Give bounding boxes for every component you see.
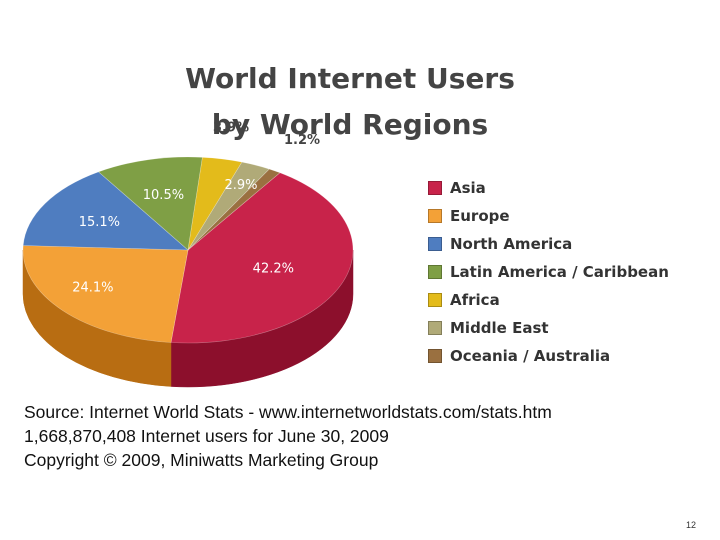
copyright-line: Copyright © 2009, Miniwatts Marketing Gr… [24, 450, 379, 470]
legend-label-oceania: Oceania / Australia [450, 347, 611, 365]
pie-slice-middle-east [187, 161, 270, 251]
legend-item-middle-east: Middle East [428, 314, 669, 342]
legend-item-oceania: Oceania / Australia [428, 342, 669, 370]
data-label-middle-east: 2.9% [224, 178, 257, 193]
legend-item-europe: Europe [428, 202, 669, 230]
data-label-oceania-australia: 1.2% [284, 133, 320, 148]
legend-label-africa: Africa [450, 291, 500, 309]
pie-labels: 42.2% 24.1% 15.1% 10.5% 3.9% 2.9% 1.2% [72, 120, 320, 295]
pie-slice-africa [187, 157, 243, 251]
legend-label-middle-east: Middle East [450, 319, 549, 337]
pie-slice-europe [22, 245, 189, 343]
legend-label-north-america: North America [450, 235, 573, 253]
legend-item-africa: Africa [428, 286, 669, 314]
source-line: Source: Internet World Stats - www.inter… [24, 402, 552, 422]
legend-swatch-africa [428, 293, 442, 307]
source-note: Source: Internet World Stats - www.inter… [24, 400, 552, 472]
legend-swatch-asia [428, 181, 442, 195]
chart-legend: Asia Europe North America Latin America … [428, 174, 669, 370]
chart-subtitle: by World Regions [211, 108, 489, 141]
pie-slice-asia [170, 172, 354, 344]
legend-label-latin-america: Latin America / Caribbean [450, 263, 669, 281]
legend-item-north-america: North America [428, 230, 669, 258]
pie-slice-north-america [22, 171, 189, 251]
legend-item-asia: Asia [428, 174, 669, 202]
data-label-latin-america-caribbean: 10.5% [143, 188, 184, 203]
page-number: 12 [685, 520, 696, 530]
data-label-north-america: 15.1% [79, 215, 120, 230]
legend-swatch-oceania [428, 349, 442, 363]
legend-item-latin-america: Latin America / Caribbean [428, 258, 669, 286]
data-label-europe: 24.1% [72, 280, 113, 295]
users-count-line: 1,668,870,408 Internet users for June 30… [24, 426, 389, 446]
legend-swatch-north-america [428, 237, 442, 251]
legend-label-asia: Asia [450, 179, 486, 197]
legend-swatch-middle-east [428, 321, 442, 335]
legend-swatch-europe [428, 209, 442, 223]
data-label-africa: 3.9% [213, 120, 249, 135]
pie-slice-latin-america-caribbean [97, 156, 203, 251]
data-label-asia: 42.2% [253, 261, 294, 276]
legend-label-europe: Europe [450, 207, 510, 225]
pie-top [22, 156, 354, 344]
pie-slice-oceania-australia [187, 168, 281, 251]
legend-swatch-latin-america [428, 265, 442, 279]
chart-title: World Internet Users [185, 62, 515, 95]
